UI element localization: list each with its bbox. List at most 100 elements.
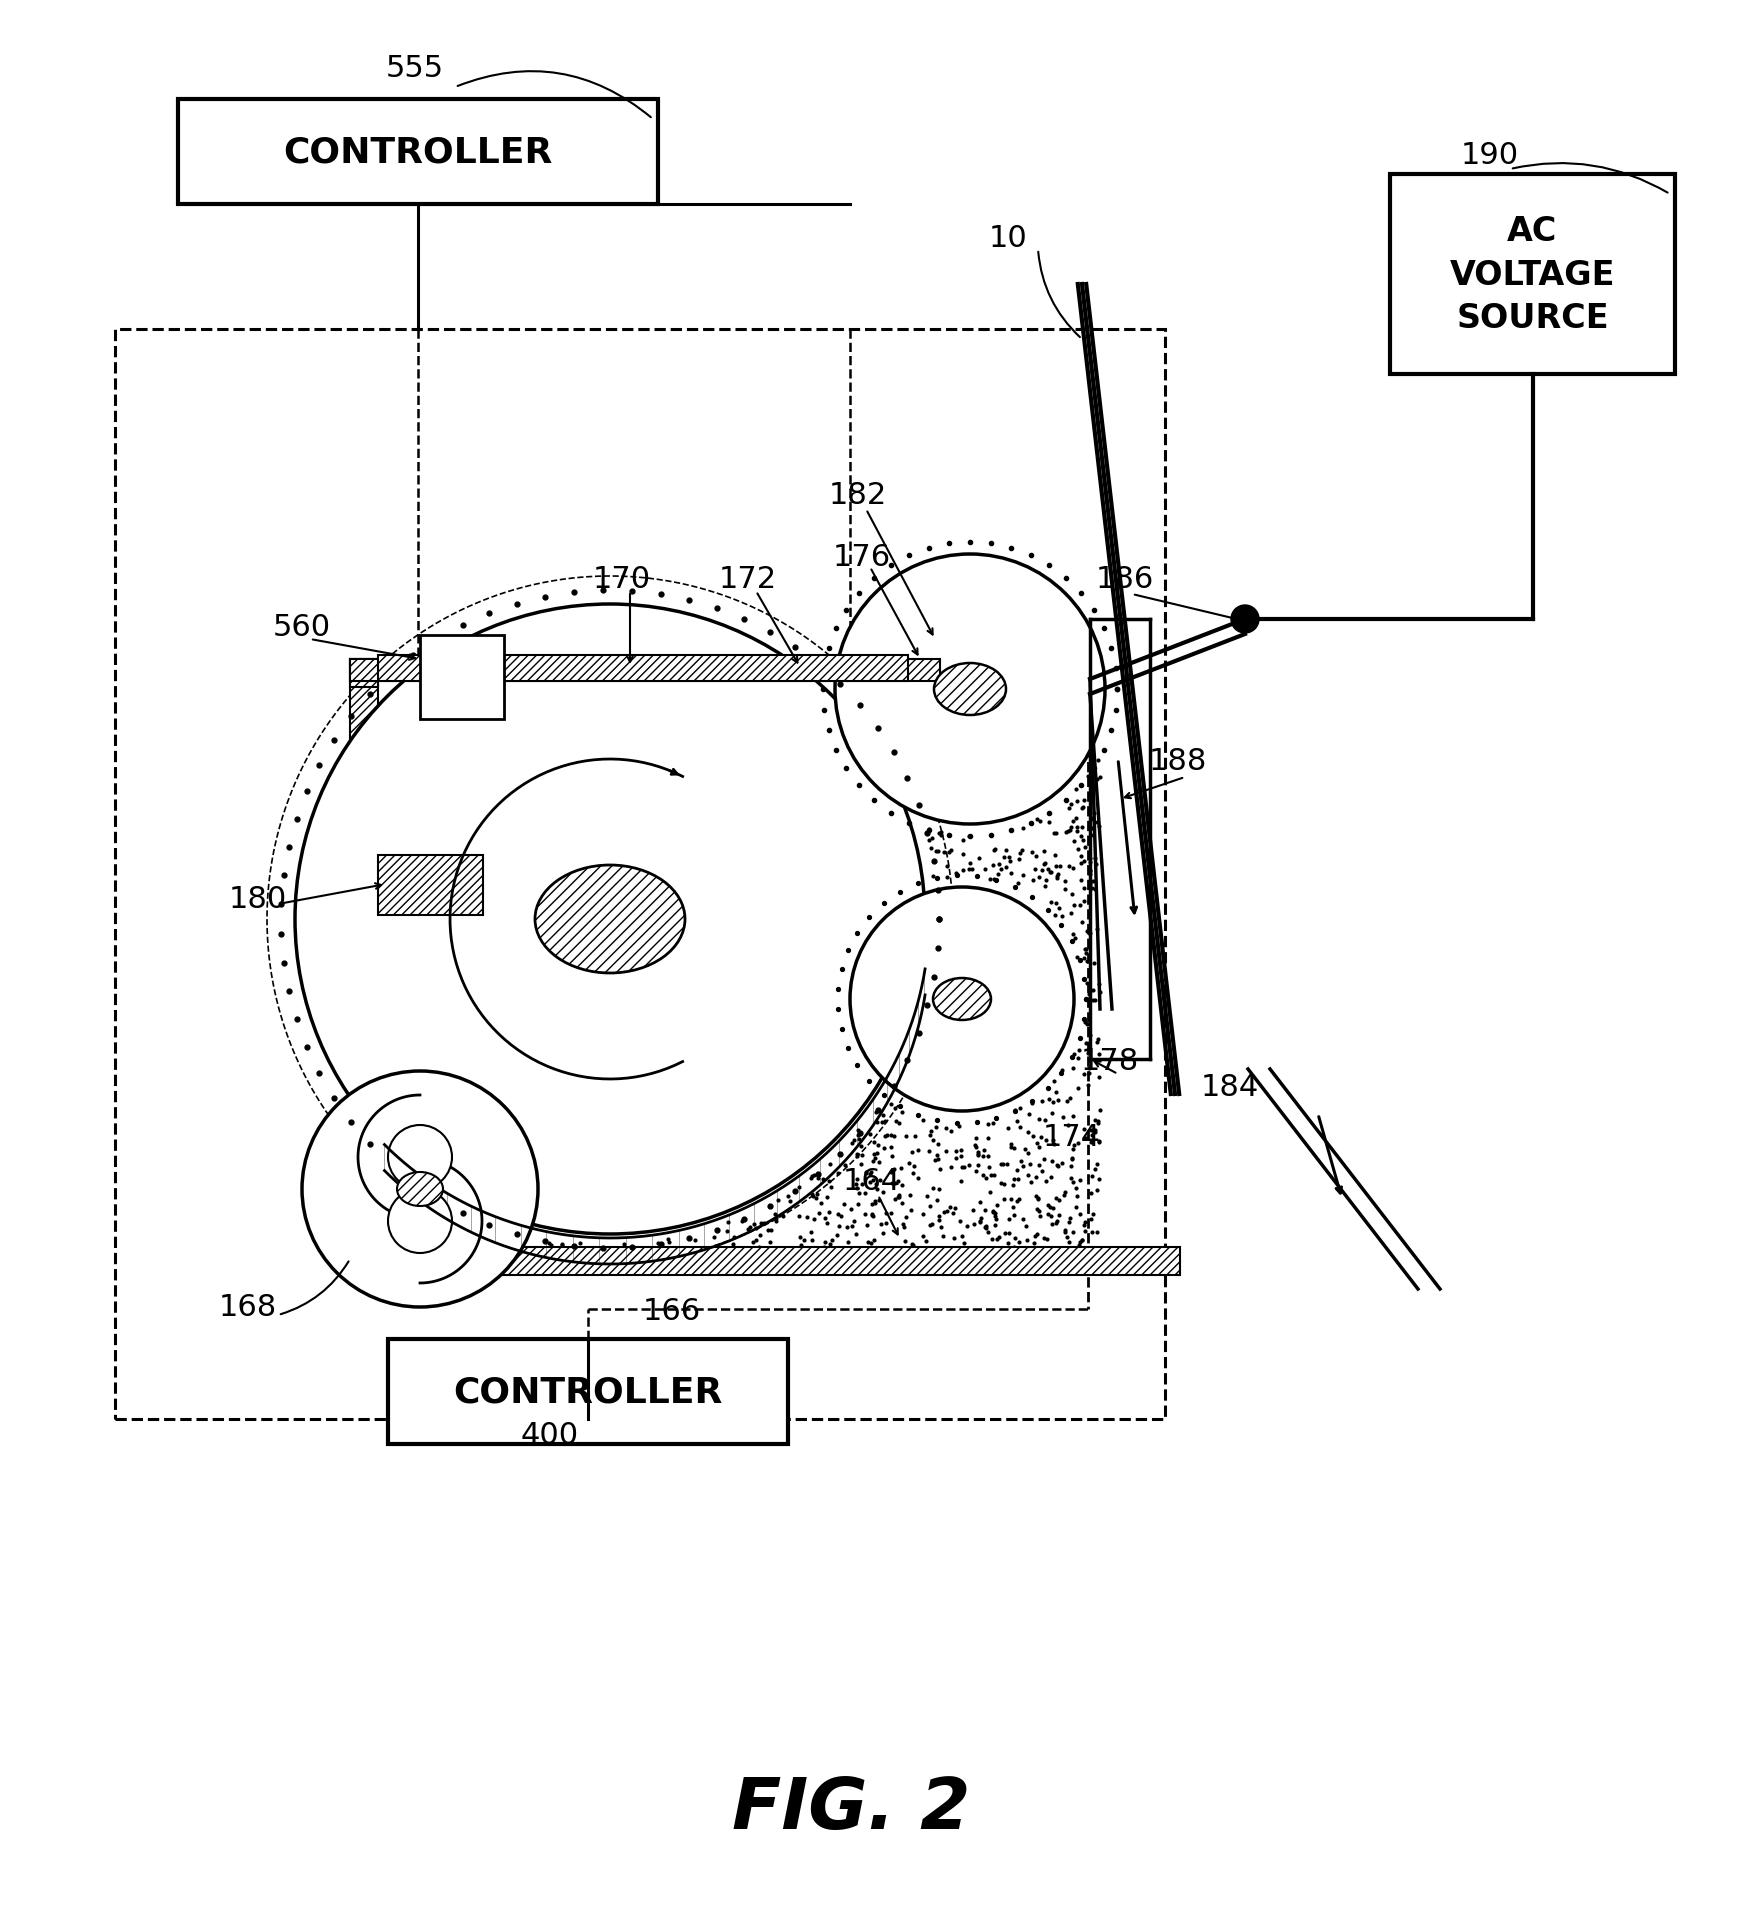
Point — [869, 1106, 897, 1137]
Point — [1085, 1095, 1114, 1125]
Point — [964, 1137, 992, 1168]
Point — [1070, 1058, 1098, 1089]
Point — [1036, 857, 1064, 888]
Point — [1077, 846, 1105, 877]
Point — [853, 1210, 881, 1240]
Point — [1027, 1087, 1055, 1118]
Point — [881, 1185, 909, 1215]
Point — [1004, 1164, 1033, 1194]
Point — [848, 1139, 876, 1169]
Point — [916, 833, 944, 863]
Point — [862, 1185, 890, 1215]
Point — [1061, 1039, 1089, 1070]
Bar — [351, 1248, 1181, 1275]
Point — [809, 1164, 837, 1194]
Point — [865, 1185, 893, 1215]
Point — [966, 1187, 994, 1217]
Circle shape — [388, 1125, 453, 1189]
Point — [978, 1196, 1006, 1227]
Point — [892, 1225, 920, 1256]
Point — [846, 1148, 874, 1179]
Point — [1027, 856, 1055, 886]
Point — [1024, 1219, 1052, 1250]
Point — [1055, 1208, 1084, 1238]
Point — [877, 1131, 906, 1162]
Point — [996, 1217, 1024, 1248]
Point — [929, 836, 957, 867]
Point — [914, 813, 943, 844]
Point — [932, 852, 960, 882]
Point — [904, 1135, 932, 1166]
Point — [805, 1198, 833, 1229]
Point — [812, 1183, 840, 1213]
Point — [537, 1231, 566, 1261]
Text: 184: 184 — [1202, 1074, 1260, 1102]
Text: 168: 168 — [218, 1292, 277, 1323]
Point — [881, 1122, 909, 1152]
Point — [981, 1198, 1010, 1229]
Point — [839, 1206, 867, 1236]
Point — [1001, 1133, 1029, 1164]
Point — [858, 1200, 886, 1231]
Point — [1059, 1217, 1087, 1248]
Point — [816, 1233, 844, 1263]
Point — [1003, 1154, 1031, 1185]
Point — [1085, 762, 1114, 792]
Point — [712, 1217, 740, 1248]
Point — [1059, 854, 1087, 884]
Point — [777, 1233, 805, 1263]
Point — [1022, 842, 1050, 873]
Text: 170: 170 — [594, 565, 652, 593]
Bar — [351, 660, 379, 687]
Point — [1045, 1152, 1073, 1183]
Point — [999, 1231, 1027, 1261]
Point — [1048, 1055, 1077, 1085]
Point — [747, 1208, 775, 1238]
Point — [918, 823, 946, 854]
Point — [1077, 976, 1105, 1007]
Point — [992, 852, 1020, 882]
Point — [803, 1179, 832, 1210]
Point — [1068, 840, 1096, 871]
Point — [934, 836, 962, 867]
Point — [844, 1139, 872, 1169]
Point — [833, 1212, 862, 1242]
Point — [1066, 1227, 1094, 1257]
Point — [1057, 789, 1085, 819]
Point — [870, 1133, 899, 1164]
Point — [985, 850, 1013, 880]
Point — [994, 1227, 1022, 1257]
Point — [1001, 1095, 1029, 1125]
Point — [865, 1166, 893, 1196]
Point — [899, 1158, 927, 1189]
Point — [904, 1164, 932, 1194]
Ellipse shape — [536, 865, 685, 974]
Point — [870, 1106, 899, 1137]
Point — [1038, 1192, 1066, 1223]
Point — [719, 1229, 747, 1259]
Point — [994, 1112, 1022, 1143]
Point — [962, 1156, 990, 1187]
Circle shape — [835, 555, 1105, 825]
Point — [1036, 1162, 1064, 1192]
Point — [955, 821, 983, 852]
Point — [1018, 865, 1047, 896]
Point — [1059, 806, 1087, 836]
Point — [1006, 838, 1034, 869]
Point — [964, 1139, 992, 1169]
Point — [988, 1148, 1017, 1179]
Text: CONTROLLER: CONTROLLER — [284, 136, 553, 170]
Point — [967, 1204, 996, 1235]
Point — [1034, 1191, 1062, 1221]
Point — [1006, 1112, 1034, 1143]
Point — [853, 1158, 881, 1189]
Point — [1084, 1106, 1112, 1137]
Point — [964, 844, 992, 875]
Ellipse shape — [934, 978, 990, 1020]
Point — [548, 1231, 576, 1261]
Point — [974, 1152, 1003, 1183]
Point — [842, 1219, 870, 1250]
Point — [980, 835, 1008, 865]
Point — [1084, 1148, 1112, 1179]
Point — [846, 1179, 874, 1210]
